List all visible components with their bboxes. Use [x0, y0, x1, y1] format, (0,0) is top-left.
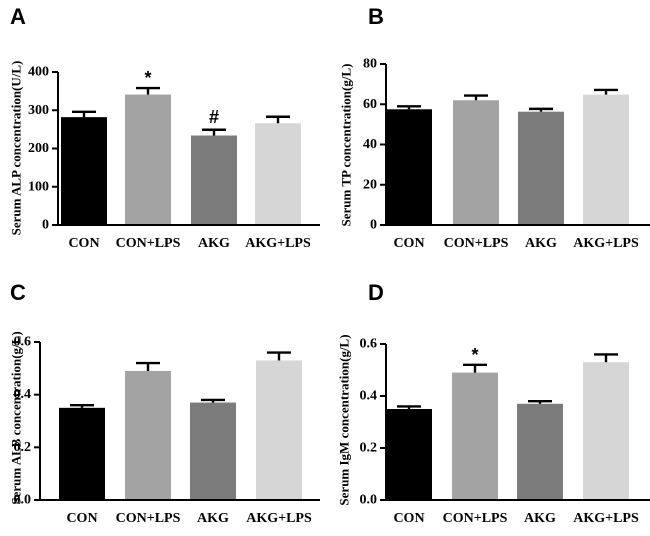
category-label: AKG — [524, 511, 556, 526]
category-label: AKG+LPS — [245, 236, 311, 251]
bar-akg-plus-lps — [255, 123, 301, 225]
y-tick-label: 0.0 — [14, 493, 32, 508]
category-label: AKG+LPS — [573, 236, 639, 251]
chart-panel-c: C Serum ALB concentration(g/L) CON CON+LPS A… — [9, 280, 320, 526]
category-label: CON — [68, 236, 99, 251]
chart-panel-b: B Serum TP concentration(g/L) CON CON+LPS AK… — [339, 4, 650, 251]
chart-panel-d: D Serum IgM concentration(g/L) CON * CON+LPS… — [337, 280, 650, 526]
y-tick-label: 0 — [370, 218, 377, 233]
category-label: CON+LPS — [116, 236, 181, 251]
bar-akg — [517, 403, 563, 500]
y-tick-label: 200 — [28, 141, 49, 156]
bar-con-plus-lps — [452, 372, 498, 500]
y-tick-label: 0 — [42, 218, 49, 233]
category-label: CON — [66, 511, 97, 526]
y-tick-label: 0.2 — [14, 440, 32, 455]
bar-akg-plus-lps — [256, 360, 302, 500]
bar-con — [59, 407, 105, 500]
category-label: AKG+LPS — [246, 511, 312, 526]
y-tick-label: 100 — [28, 179, 49, 194]
category-label: AKG+LPS — [573, 511, 639, 526]
significance-mark: * — [144, 68, 151, 88]
y-axis-title: Serum ALP concentration(U/L) — [9, 61, 24, 236]
y-tick-label: 0.4 — [360, 389, 378, 404]
panel-letter: D — [368, 280, 384, 305]
category-label: CON+LPS — [443, 511, 508, 526]
y-tick-label: 0.6 — [14, 335, 32, 350]
bar-con-plus-lps — [125, 94, 171, 225]
panel-letter: C — [10, 280, 26, 305]
y-tick-label: 400 — [28, 65, 49, 80]
y-axis-title: Serum ALB concentration(g/L) — [9, 331, 24, 504]
y-tick-label: 60 — [363, 97, 377, 112]
category-label: CON — [393, 236, 424, 251]
category-label: CON+LPS — [444, 236, 509, 251]
category-label: CON+LPS — [116, 511, 181, 526]
y-tick-label: 0.4 — [14, 387, 32, 402]
bar-akg — [518, 111, 564, 225]
significance-mark: * — [471, 345, 478, 365]
y-tick-label: 0.6 — [360, 337, 378, 352]
category-label: AKG — [198, 236, 230, 251]
bar-con — [61, 117, 107, 225]
panel-letter: A — [10, 4, 26, 29]
y-tick-label: 40 — [363, 137, 377, 152]
bar-con — [386, 409, 432, 500]
bar-akg — [190, 402, 236, 500]
y-tick-label: 0.2 — [360, 441, 378, 456]
category-label: CON — [393, 511, 424, 526]
bar-akg-plus-lps — [583, 362, 629, 500]
bar-con — [386, 109, 432, 225]
y-axis-title: Serum TP concentration(g/L) — [339, 64, 354, 227]
bar-con-plus-lps — [125, 370, 171, 500]
bar-con-plus-lps — [453, 100, 499, 225]
y-tick-label: 80 — [363, 57, 377, 72]
y-tick-label: 0.0 — [360, 493, 378, 508]
y-tick-label: 20 — [363, 177, 377, 192]
bar-akg-plus-lps — [583, 94, 629, 225]
chart-panel-a: A Serum ALP concentration(U/L) CON * CON+LPS… — [9, 4, 320, 251]
panel-letter: B — [368, 4, 384, 29]
y-tick-label: 300 — [28, 103, 49, 118]
significance-mark: # — [209, 107, 219, 127]
bar-akg — [191, 135, 237, 225]
category-label: AKG — [197, 511, 229, 526]
y-axis-title: Serum IgM concentration(g/L) — [337, 334, 352, 505]
category-label: AKG — [525, 236, 557, 251]
